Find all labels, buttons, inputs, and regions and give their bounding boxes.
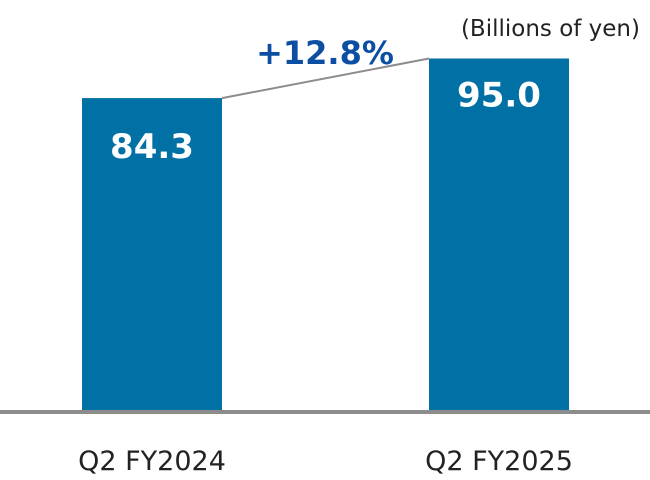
bar-2 (429, 58, 569, 410)
bar-1 (82, 98, 222, 410)
bar-value-label-2: 95.0 (457, 76, 541, 116)
growth-connector-line (221, 57, 430, 100)
bar-value-label-1: 84.3 (110, 127, 194, 167)
labels-layer: 84.3 Q2 FY2024 95.0 Q2 FY2025 (78, 76, 573, 478)
category-label-1: Q2 FY2024 (78, 446, 226, 477)
unit-label: (Billions of yen) (461, 16, 640, 42)
category-label-2: Q2 FY2025 (425, 446, 573, 477)
bars-layer (82, 58, 569, 410)
growth-rate-label: +12.8% (256, 34, 394, 72)
